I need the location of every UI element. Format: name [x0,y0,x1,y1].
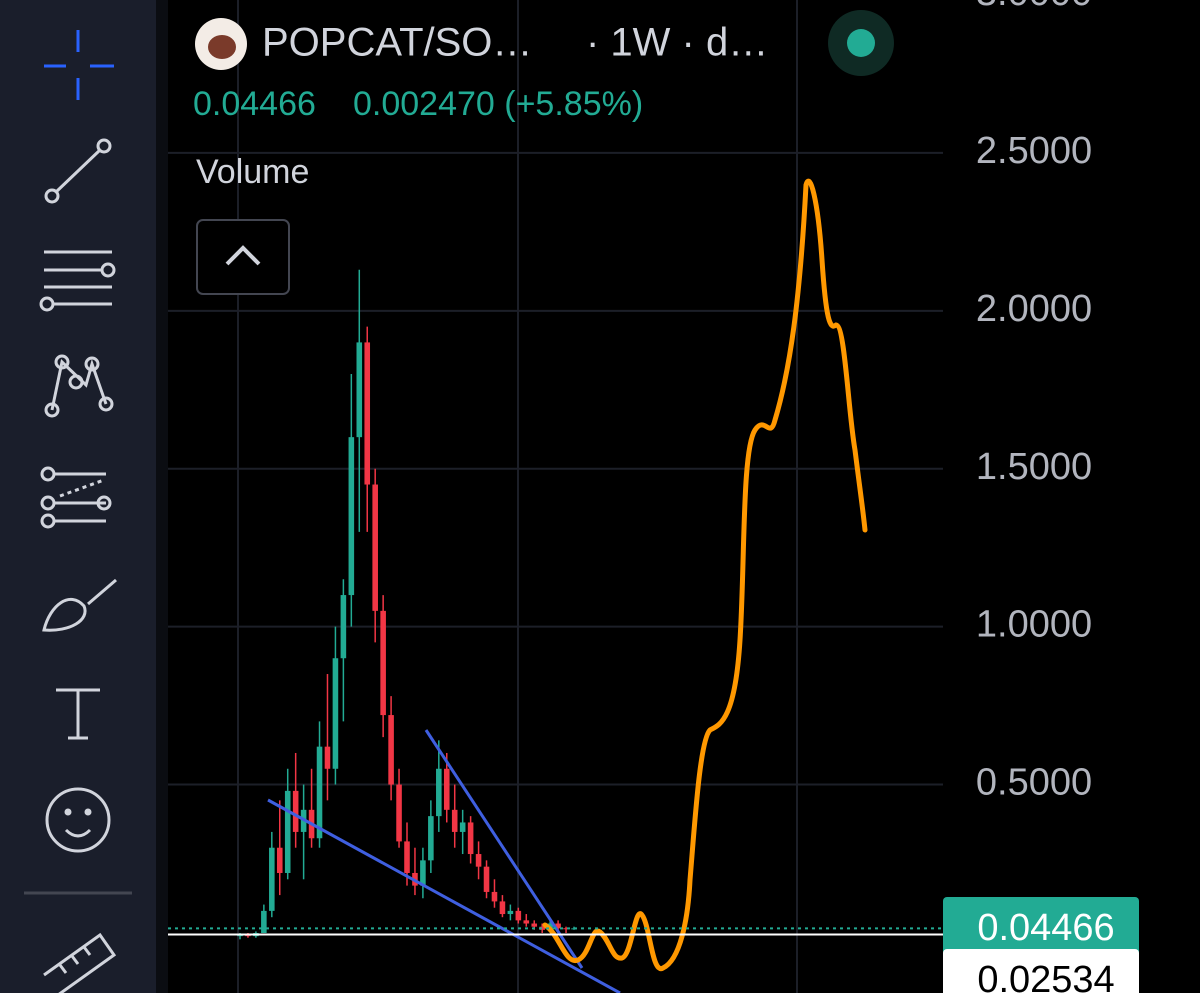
time-grid [237,0,798,993]
candle-body [436,768,442,817]
price-change: 0.002470 (+5.85%) [353,85,643,123]
emoji-tool[interactable] [45,787,111,853]
candle-body [380,610,386,716]
candle-body [475,854,482,867]
candle-body [348,437,355,596]
candle-body [404,841,410,873]
trendline-drawing[interactable] [424,729,584,969]
ruler-tool[interactable] [43,932,117,993]
price-tag-label: 0.02534 [977,959,1114,993]
trendline-drawing[interactable] [267,798,621,993]
candle-body [292,790,299,832]
candle-body [555,923,561,929]
candle-body [364,342,371,485]
crosshair-tool[interactable] [44,30,114,100]
candle-body [428,816,434,861]
toolbar [0,0,156,993]
candle-body [531,923,538,927]
candle-body [443,768,450,810]
candle-body [340,595,347,659]
price-tag-label: 0.04466 [977,907,1114,949]
price-tag [943,897,1139,963]
toolbar-icons [24,30,132,993]
candle-body [515,910,522,921]
price-tag [943,949,1139,993]
candle-body [451,809,458,832]
candle-body [459,822,466,832]
candle-body [356,342,363,438]
candle-body [332,658,339,769]
candle-body [388,715,394,785]
collapse-icon [225,245,261,266]
y-tick-label: 2.0000 [976,288,1092,330]
symbol-name[interactable]: POPCAT/SO… [262,21,532,65]
candle-body [483,866,490,892]
candle-body [563,928,569,930]
candle-body [276,847,283,873]
pattern-tool[interactable] [44,354,114,418]
candle-body [261,910,267,933]
fib-tool[interactable] [40,466,112,529]
candle-body [324,746,331,769]
status-dot [847,29,875,57]
symbol-logo-mouth [208,35,236,59]
y-tick-label: 3.0000 [976,0,1092,14]
candle-body [372,484,378,611]
candle-body [396,784,402,842]
candle-body [539,926,545,930]
candle-body [467,822,474,855]
candle-body [499,901,506,915]
collapse-button[interactable] [196,219,290,295]
brush-tool[interactable] [42,578,117,632]
lines-tool[interactable] [39,250,116,312]
brush-drawing[interactable] [542,178,868,971]
candle-body [420,860,426,886]
candle-body [523,920,530,924]
trendline-tool[interactable] [44,138,112,204]
text-tool[interactable] [56,688,100,740]
last-price: 0.04466 [193,85,316,123]
y-tick-label: 1.0000 [976,604,1092,646]
candle-body [284,790,291,873]
symbol-interval[interactable]: · 1W · d… [586,21,768,65]
candle-body [269,847,275,911]
candle-body [491,891,498,902]
y-tick-label: 1.5000 [976,446,1092,488]
y-tick-label: 0.5000 [976,762,1092,804]
candle-body [316,746,323,839]
candle-body [507,910,514,915]
y-tick-label: 2.5000 [976,130,1092,172]
toolbar-border [156,0,168,993]
volume-label: Volume [196,153,309,191]
